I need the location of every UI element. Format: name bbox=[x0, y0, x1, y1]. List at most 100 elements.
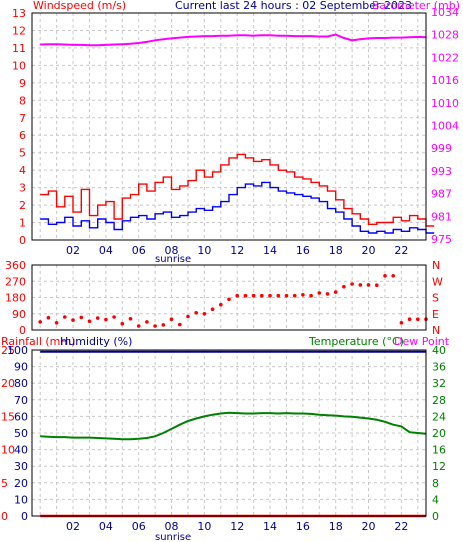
barometer-tick-label: 1034 bbox=[431, 6, 459, 19]
wind-direction-point bbox=[309, 293, 313, 298]
x-tick-label: 02 bbox=[66, 244, 80, 257]
x-tick-label: 10 bbox=[197, 244, 211, 257]
windspeed-title: Windspeed (m/s) bbox=[33, 0, 126, 12]
temperature-series bbox=[40, 411, 427, 441]
wind-direction-point bbox=[383, 274, 387, 278]
x-axis-top: 02 04 06 08 10 12 14 16 18 20 22 bbox=[66, 244, 408, 257]
temperature-label: Temperature (°C) bbox=[308, 335, 404, 348]
temperature-tick-label: 32 bbox=[432, 377, 446, 390]
wind-tick-label: 5 bbox=[19, 147, 26, 160]
compass-label: S bbox=[432, 292, 439, 305]
wind-direction-point bbox=[54, 321, 59, 325]
x-tick-label: 12 bbox=[230, 244, 244, 257]
x-tick-label: 18 bbox=[329, 520, 343, 533]
barometer-tick-label: 1022 bbox=[431, 51, 459, 64]
barometer-tick-label: 975 bbox=[431, 233, 452, 246]
wind-direction-point bbox=[104, 317, 108, 322]
temperature-tick-label: 36 bbox=[432, 361, 446, 374]
humidity-tick-label: 70 bbox=[14, 394, 28, 407]
x-tick-label: 02 bbox=[66, 520, 80, 533]
x-tick-label: 20 bbox=[362, 244, 376, 257]
rain-tick-label: 15 bbox=[1, 410, 15, 423]
barometer-tick-label: 987 bbox=[431, 188, 452, 201]
temperature-tick-label: 24 bbox=[432, 410, 446, 423]
temperature-tick-label: 4 bbox=[432, 493, 439, 506]
wind-direction-point bbox=[260, 293, 264, 298]
sunrise-label-bottom: sunrise bbox=[155, 532, 191, 542]
barometer-tick-label: 981 bbox=[431, 210, 452, 223]
panel2-data bbox=[38, 274, 428, 328]
wind-average-series bbox=[40, 181, 435, 234]
x-tick-label: 22 bbox=[394, 520, 408, 533]
panel2-frame bbox=[31, 264, 427, 331]
rain-tick-label: 10 bbox=[1, 444, 15, 457]
wind-tick-label: 2 bbox=[19, 199, 26, 212]
wind-tick-label: 10 bbox=[12, 59, 26, 72]
temperature-tick-label: 40 bbox=[432, 344, 446, 357]
wind-direction-point bbox=[227, 297, 231, 302]
humidity-tick-label: 20 bbox=[14, 477, 28, 490]
temperature-tick-label: 16 bbox=[432, 444, 446, 457]
wind-direction-point bbox=[38, 320, 42, 324]
x-tick-label: 08 bbox=[165, 244, 179, 257]
wind-direction-point bbox=[145, 320, 149, 324]
x-tick-label: 06 bbox=[132, 520, 146, 533]
wind-direction-point bbox=[153, 324, 157, 328]
x-tick-label: 06 bbox=[132, 244, 146, 257]
humidity-tick-label: 30 bbox=[14, 460, 28, 473]
wind-direction-point bbox=[333, 290, 338, 294]
wind-direction-point bbox=[136, 324, 141, 328]
panel3-grid bbox=[32, 350, 426, 516]
compass-label: N bbox=[432, 324, 440, 337]
temperature-tick-label: 28 bbox=[432, 394, 446, 407]
humidity-tick-label: 100 bbox=[7, 344, 28, 357]
wind-tick-label: 9 bbox=[19, 77, 26, 90]
direction-degree-label: 90 bbox=[12, 308, 26, 321]
wind-direction-point bbox=[178, 322, 182, 327]
wind-direction-point bbox=[194, 311, 198, 315]
wind-direction-point bbox=[292, 293, 297, 298]
wind-tick-label: 13 bbox=[12, 7, 26, 20]
wind-direction-point bbox=[407, 317, 412, 322]
wind-tick-label: 0 bbox=[19, 234, 26, 247]
panel1-grid bbox=[32, 13, 426, 240]
wind-direction-point bbox=[350, 282, 354, 286]
wind-gust-series bbox=[40, 153, 435, 227]
wind-direction-point bbox=[325, 292, 330, 296]
x-tick-label: 08 bbox=[165, 520, 179, 533]
wind-tick-label: 8 bbox=[19, 94, 26, 107]
rain-tick-label: 20 bbox=[1, 377, 15, 390]
rain-tick-label: 5 bbox=[1, 477, 8, 490]
x-tick-label: 10 bbox=[197, 520, 211, 533]
x-tick-label: 20 bbox=[362, 520, 376, 533]
wind-direction-point bbox=[219, 302, 223, 307]
wind-direction-point bbox=[87, 319, 92, 324]
chart-title: Current last 24 hours : 02 September 202… bbox=[175, 0, 412, 12]
wind-direction-point bbox=[79, 315, 84, 320]
wind-direction-point bbox=[120, 321, 125, 326]
barometer-tick-label: 1028 bbox=[431, 29, 459, 42]
barometer-series bbox=[40, 33, 427, 47]
barometer-tick-label: 993 bbox=[431, 165, 452, 178]
wind-direction-point bbox=[284, 293, 289, 298]
humidity-tick-label: 10 bbox=[14, 493, 28, 506]
dewpoint-label: Dew Point bbox=[394, 335, 450, 348]
x-tick-label: 14 bbox=[263, 520, 277, 533]
wind-direction-point bbox=[128, 317, 133, 321]
rain-tick-label: 0 bbox=[1, 510, 8, 523]
panel1-data bbox=[40, 33, 435, 234]
barometer-tick-label: 999 bbox=[431, 142, 452, 155]
x-tick-label: 18 bbox=[329, 244, 343, 257]
wind-direction-point bbox=[235, 293, 239, 298]
wind-direction-point bbox=[342, 284, 346, 289]
humidity-tick-label: 0 bbox=[21, 510, 28, 523]
x-tick-label: 12 bbox=[230, 520, 244, 533]
wind-tick-label: 6 bbox=[19, 129, 26, 142]
sunrise-label-top: sunrise bbox=[155, 254, 191, 265]
wind-direction-point bbox=[276, 293, 281, 298]
x-tick-label: 16 bbox=[296, 244, 310, 257]
wind-direction-point bbox=[202, 312, 207, 316]
wind-tick-label: 12 bbox=[12, 24, 26, 37]
temperature-tick-label: 20 bbox=[432, 427, 446, 440]
